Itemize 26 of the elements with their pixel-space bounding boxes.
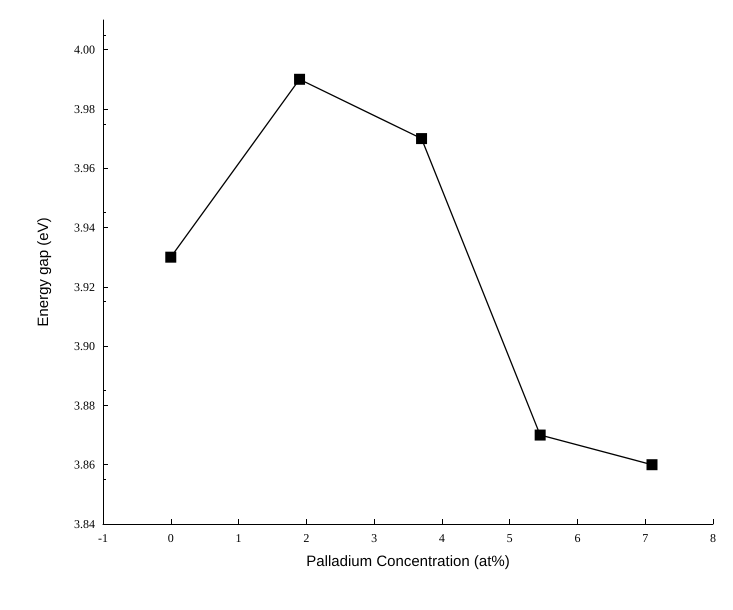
y-tick-label: 4.00 (74, 42, 95, 57)
y-tick-label: 3.88 (74, 398, 95, 412)
point (534, 430, 546, 441)
x-tick-label: 4 (438, 531, 445, 545)
x-tick-label: 6 (574, 531, 580, 545)
y-tick-label: 3.98 (74, 102, 95, 116)
y-axis-title: Energy gap (eV) (35, 217, 52, 327)
x-tick-label: 8 (710, 531, 716, 545)
x-tick-label: 0 (168, 531, 174, 545)
x-tick-label: 3 (371, 531, 378, 545)
y-tick-label: 3.84 (74, 517, 95, 531)
x-tick-label: 1 (236, 531, 242, 545)
y-tick-label: 3.96 (74, 161, 95, 176)
y-tick-label: 3.86 (74, 458, 95, 472)
point (165, 252, 176, 263)
point (646, 459, 658, 470)
y-tick-label: 3.92 (74, 280, 95, 294)
y-tick-label: 3.90 (74, 339, 95, 354)
x-tick-label: 2 (303, 531, 310, 545)
point (416, 133, 428, 144)
x-tick-label: -1 (98, 531, 108, 545)
y-tick-label: 3.94 (74, 220, 95, 235)
point (294, 74, 306, 85)
x-tick-label: 7 (642, 531, 648, 545)
x-tick-label: 5 (506, 531, 513, 545)
x-axis-title: Palladium Concentration (at%) (306, 553, 510, 570)
